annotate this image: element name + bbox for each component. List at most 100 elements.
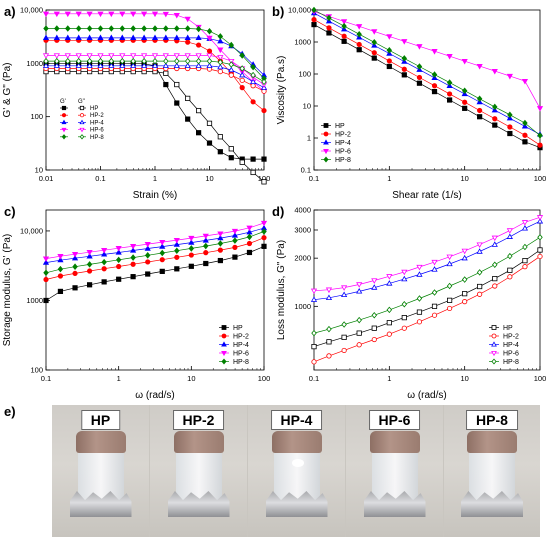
legend-marker bbox=[79, 105, 85, 111]
legend-marker bbox=[61, 127, 67, 133]
data-point bbox=[130, 53, 137, 59]
data-point bbox=[101, 248, 108, 254]
data-point bbox=[130, 34, 137, 41]
data-point bbox=[341, 33, 347, 39]
data-point bbox=[188, 252, 194, 258]
data-point bbox=[239, 65, 245, 72]
y-tick-label: 1000 bbox=[294, 302, 311, 311]
data-point bbox=[217, 149, 223, 155]
data-point bbox=[43, 269, 49, 277]
data-point bbox=[401, 325, 407, 331]
data-point bbox=[507, 130, 513, 137]
panel-d-x-axis-label: ω (rad/s) bbox=[407, 390, 446, 400]
x-tick-label: 1 bbox=[153, 174, 157, 183]
data-point bbox=[195, 53, 202, 59]
legend-marker bbox=[221, 350, 227, 357]
data-point bbox=[341, 22, 347, 30]
y-tick-label: 1 bbox=[307, 134, 311, 143]
series-hp bbox=[311, 247, 543, 350]
vial-photo-hp-8: HP-8 bbox=[444, 405, 540, 537]
data-point bbox=[163, 81, 169, 88]
data-point bbox=[401, 72, 407, 78]
data-point bbox=[386, 58, 392, 64]
legend-label: HP-4 bbox=[233, 342, 249, 349]
data-point bbox=[325, 294, 333, 300]
data-point bbox=[151, 34, 159, 41]
data-point bbox=[173, 237, 180, 244]
legend-marker bbox=[61, 119, 67, 125]
y-tick-label: 10,000 bbox=[288, 6, 311, 15]
panel-d-y-axis-label: Loss modulus, G" (Pa) bbox=[276, 240, 287, 340]
data-point bbox=[159, 257, 165, 263]
data-point bbox=[151, 53, 159, 59]
data-point bbox=[249, 78, 257, 84]
legend-marker bbox=[323, 156, 329, 163]
data-point bbox=[119, 53, 126, 59]
data-point bbox=[206, 57, 213, 65]
panel-b-plot-frame bbox=[313, 9, 541, 171]
x-tick-label: 0.01 bbox=[39, 174, 54, 183]
data-point bbox=[507, 252, 513, 260]
legend-label: HP-4 bbox=[90, 120, 104, 126]
data-point bbox=[386, 280, 393, 286]
data-point bbox=[217, 37, 224, 44]
legend-label: HP-8 bbox=[233, 359, 249, 366]
data-point bbox=[431, 259, 438, 266]
data-point bbox=[447, 97, 453, 103]
data-point bbox=[72, 285, 78, 291]
data-point bbox=[341, 334, 347, 340]
legend-marker bbox=[79, 134, 85, 140]
data-point bbox=[217, 33, 224, 40]
panel-c-y-axis-label: Storage modulus, G' (Pa) bbox=[2, 234, 13, 347]
data-point bbox=[174, 254, 180, 260]
data-point bbox=[108, 53, 115, 59]
panel-d-axis-ticks: 0.1 1 10 100 1000 2000 3000 4000 bbox=[294, 206, 546, 384]
data-point bbox=[141, 25, 147, 32]
legend-marker bbox=[491, 325, 497, 330]
data-point bbox=[75, 11, 82, 18]
data-point bbox=[261, 179, 267, 185]
data-point bbox=[64, 53, 71, 59]
vial-photo-hp: HP bbox=[52, 405, 149, 537]
series-line-hp-4 bbox=[45, 227, 265, 263]
data-point bbox=[507, 111, 513, 119]
data-point bbox=[431, 303, 438, 309]
legend-label: HP bbox=[90, 106, 98, 112]
vial-image bbox=[69, 431, 132, 517]
vial-image bbox=[461, 431, 523, 517]
data-point bbox=[203, 260, 209, 267]
data-point bbox=[250, 99, 256, 105]
data-point bbox=[228, 41, 235, 49]
panel-letter-c: c) bbox=[4, 204, 16, 219]
data-point bbox=[371, 29, 378, 35]
series-line-hp-8 bbox=[313, 9, 541, 136]
data-point bbox=[119, 34, 126, 41]
legend-marker bbox=[79, 127, 85, 133]
x-tick-label: 10 bbox=[205, 174, 213, 183]
data-point bbox=[326, 30, 332, 36]
data-point bbox=[261, 243, 267, 249]
data-point bbox=[522, 132, 528, 138]
data-point bbox=[341, 285, 348, 291]
x-tick-label: 100 bbox=[258, 174, 271, 183]
data-point bbox=[217, 247, 223, 253]
panel-a-series bbox=[42, 11, 268, 185]
series-line-gdoubleprime-hp bbox=[46, 71, 265, 183]
data-point bbox=[42, 53, 50, 59]
data-point bbox=[311, 21, 317, 28]
x-tick-label: 10 bbox=[187, 374, 195, 383]
data-point bbox=[537, 132, 543, 139]
data-point bbox=[174, 25, 180, 32]
data-point bbox=[195, 34, 202, 41]
data-point bbox=[416, 264, 423, 271]
legend-marker bbox=[323, 123, 329, 128]
data-point bbox=[491, 68, 498, 75]
data-point bbox=[217, 240, 224, 247]
vial-photo-hp-4: HP-4 bbox=[248, 405, 345, 537]
panel-e-photo-strip: HP HP-2 HP-4 HP-6 HP-8 bbox=[52, 405, 540, 537]
panel-b-y-axis-label: Viscosity (Pa.s) bbox=[276, 56, 287, 125]
data-point bbox=[446, 282, 453, 290]
data-point bbox=[64, 11, 71, 18]
data-point bbox=[173, 34, 180, 41]
data-point bbox=[401, 55, 408, 62]
